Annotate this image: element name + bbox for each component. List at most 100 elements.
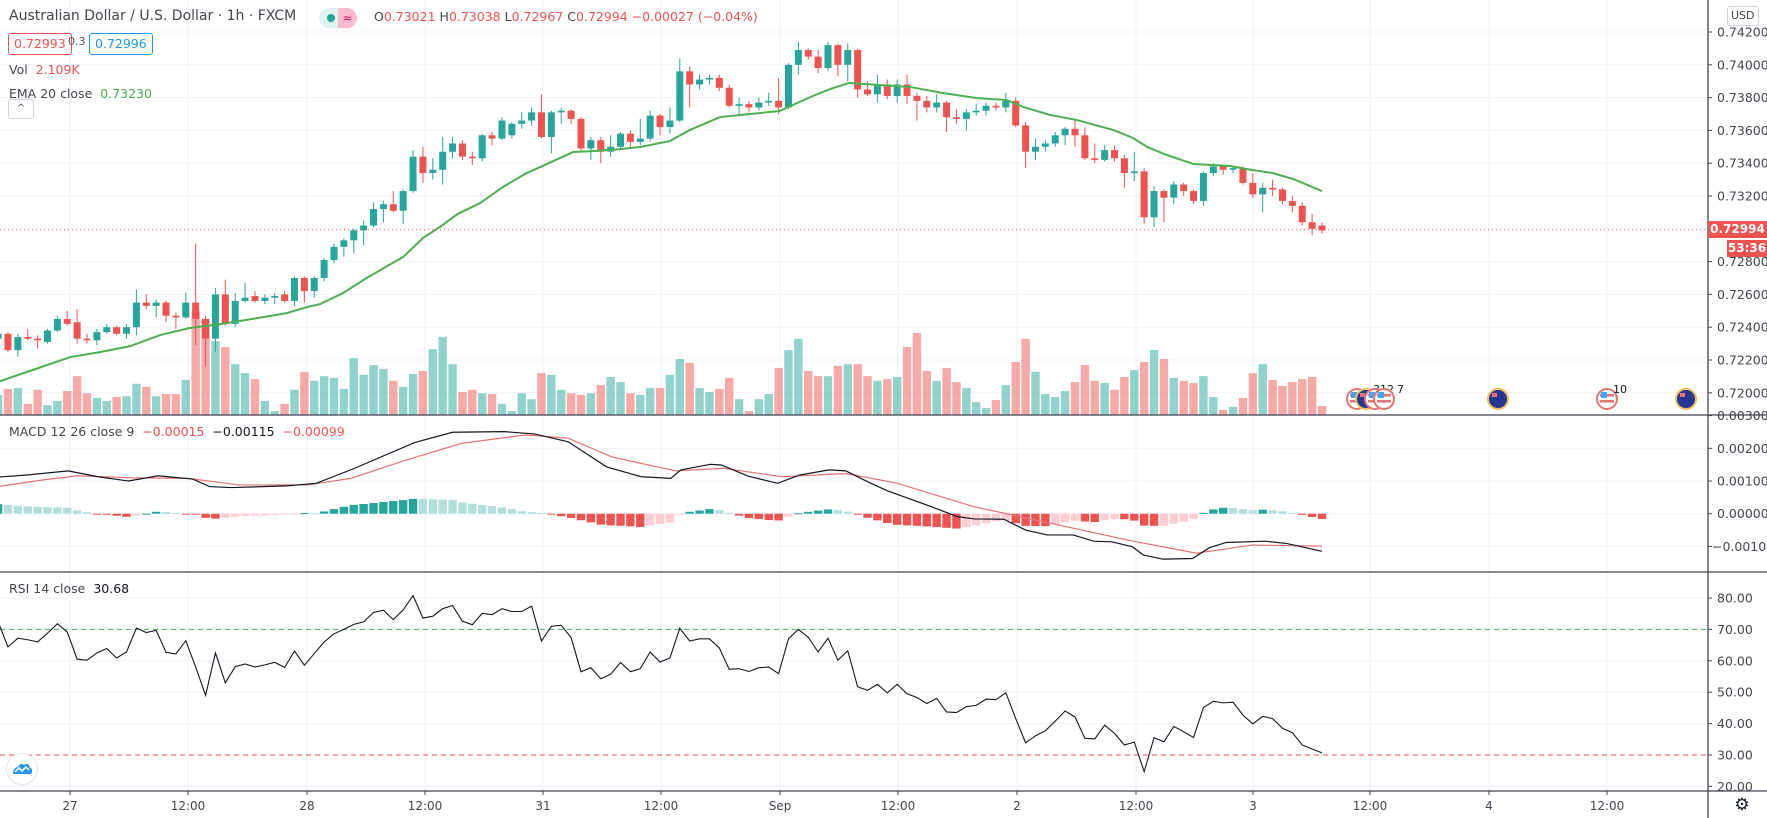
us-flag-icon[interactable] bbox=[1596, 388, 1618, 410]
candle-body bbox=[360, 225, 368, 231]
candle-body bbox=[1012, 100, 1020, 126]
macd-histogram-bar bbox=[290, 513, 299, 515]
macd-histogram-bar bbox=[112, 513, 121, 516]
candle-body bbox=[43, 330, 51, 342]
rsi-pane bbox=[0, 594, 1708, 774]
volume-bar bbox=[300, 371, 309, 415]
time-tick-label: 12:00 bbox=[1353, 799, 1388, 813]
macd-histogram-bar bbox=[1238, 509, 1248, 514]
macd-histogram-bar bbox=[389, 501, 398, 514]
candle-body bbox=[646, 115, 654, 139]
volume-bar bbox=[527, 399, 536, 415]
sell-button[interactable]: 0.72993 bbox=[8, 33, 72, 55]
candle-body bbox=[113, 327, 121, 334]
macd-histogram-bar bbox=[1041, 513, 1050, 527]
symbol-title[interactable]: Australian Dollar / U.S. Dollar · 1h · F… bbox=[9, 8, 297, 24]
macd-histogram-bar bbox=[1021, 513, 1030, 526]
candle-body bbox=[834, 45, 842, 65]
volume-bar bbox=[1021, 338, 1030, 415]
volume-bar bbox=[448, 364, 457, 415]
change-value: −0.00027 (−0.04%) bbox=[631, 9, 758, 24]
macd-histogram-bar bbox=[1228, 508, 1238, 514]
volume-bar bbox=[53, 400, 62, 415]
ema-legend[interactable]: EMA 20 close 0.73230 bbox=[9, 86, 152, 101]
volume-bar bbox=[63, 391, 72, 415]
volume-bar bbox=[211, 341, 220, 415]
price-tick-label: 0.72000 bbox=[1717, 385, 1767, 400]
collapse-legend-button[interactable]: ^ bbox=[8, 99, 34, 119]
volume-bar bbox=[13, 388, 23, 415]
candle-body bbox=[1199, 173, 1207, 201]
candle-body bbox=[498, 120, 506, 139]
macd-histogram-bar bbox=[1139, 513, 1149, 526]
volume-bar bbox=[478, 393, 487, 415]
macd-histogram-bar bbox=[922, 513, 931, 527]
macd-histogram-bar bbox=[1189, 513, 1198, 519]
economic-events[interactable]: 312710 bbox=[1346, 383, 1697, 410]
ema-20-line bbox=[0, 81, 1323, 383]
volume-bar bbox=[1179, 380, 1188, 415]
candle-body bbox=[933, 102, 941, 108]
buy-button[interactable]: 0.72996 bbox=[89, 33, 153, 55]
candle-body bbox=[1031, 146, 1039, 152]
candle-body bbox=[152, 302, 160, 306]
candle-body bbox=[1249, 182, 1257, 195]
au-flag-icon[interactable] bbox=[1487, 388, 1509, 410]
rsi-value: 30.68 bbox=[93, 581, 130, 596]
macd-signal-value: −0.00099 bbox=[282, 424, 345, 439]
candle-body bbox=[271, 296, 279, 298]
macd-legend[interactable]: MACD 12 26 close 9 −0.00015 −0.00115 −0.… bbox=[9, 424, 345, 439]
time-tick-label: 27 bbox=[62, 799, 77, 813]
candle-body bbox=[281, 294, 289, 301]
macd-histogram-bar bbox=[962, 513, 971, 528]
candle-body bbox=[784, 64, 792, 108]
time-tick-label: 12:00 bbox=[1119, 799, 1154, 813]
price-tick-label: 0.72600 bbox=[1717, 287, 1767, 302]
macd-histogram-bar bbox=[1219, 507, 1228, 514]
volume-bar bbox=[804, 370, 813, 415]
volume-bar bbox=[369, 365, 378, 415]
us-flag-icon[interactable] bbox=[1373, 388, 1395, 410]
rsi-tick-label: 20.00 bbox=[1717, 779, 1753, 794]
candle-body bbox=[439, 151, 447, 170]
macd-histogram-bar bbox=[616, 513, 625, 526]
currency-button[interactable]: USD bbox=[1727, 6, 1759, 26]
macd-histogram-bar bbox=[744, 513, 754, 519]
candle-body bbox=[478, 135, 486, 159]
volume-bar bbox=[1317, 405, 1327, 415]
price-tick-label: 0.73800 bbox=[1717, 90, 1767, 105]
volume-bar bbox=[636, 394, 645, 415]
volume-bar bbox=[408, 373, 418, 415]
ohlc-readout: O0.73021 H0.73038 L0.72967 C0.72994 −0.0… bbox=[374, 9, 758, 24]
price-tick-label: 0.72400 bbox=[1717, 320, 1767, 335]
macd-histogram-bar bbox=[280, 513, 289, 515]
volume-legend[interactable]: Vol 2.109K bbox=[9, 62, 80, 77]
macd-histogram-bar bbox=[942, 513, 951, 528]
volume-bar bbox=[72, 376, 82, 415]
candle-body bbox=[1120, 158, 1128, 174]
candle-body bbox=[63, 319, 71, 324]
macd-histogram-bar bbox=[102, 513, 111, 515]
candle-body bbox=[1002, 100, 1010, 108]
rsi-legend[interactable]: RSI 14 close 30.68 bbox=[9, 581, 129, 596]
candle-body bbox=[1278, 189, 1286, 201]
tradingview-logo[interactable] bbox=[6, 753, 38, 785]
market-status[interactable]: ≈ bbox=[319, 8, 357, 28]
macd-histogram-bar bbox=[191, 513, 200, 515]
volume-bar bbox=[112, 397, 121, 415]
gear-icon[interactable]: ⚙ bbox=[1734, 795, 1750, 815]
volume-bar bbox=[102, 400, 111, 415]
macd-histogram-bar bbox=[991, 513, 1001, 522]
candle-body bbox=[221, 294, 229, 324]
candle-body bbox=[1130, 171, 1138, 174]
candle-body bbox=[83, 338, 91, 341]
volume-bar bbox=[1228, 406, 1238, 415]
volume-bar bbox=[912, 332, 922, 415]
macd-histogram-bar bbox=[932, 513, 941, 528]
volume-bar bbox=[359, 374, 368, 415]
price-tick-label: 0.73600 bbox=[1717, 123, 1767, 138]
candle-body bbox=[883, 84, 891, 96]
volume-bar bbox=[1189, 382, 1198, 415]
au-flag-icon[interactable] bbox=[1675, 388, 1697, 410]
